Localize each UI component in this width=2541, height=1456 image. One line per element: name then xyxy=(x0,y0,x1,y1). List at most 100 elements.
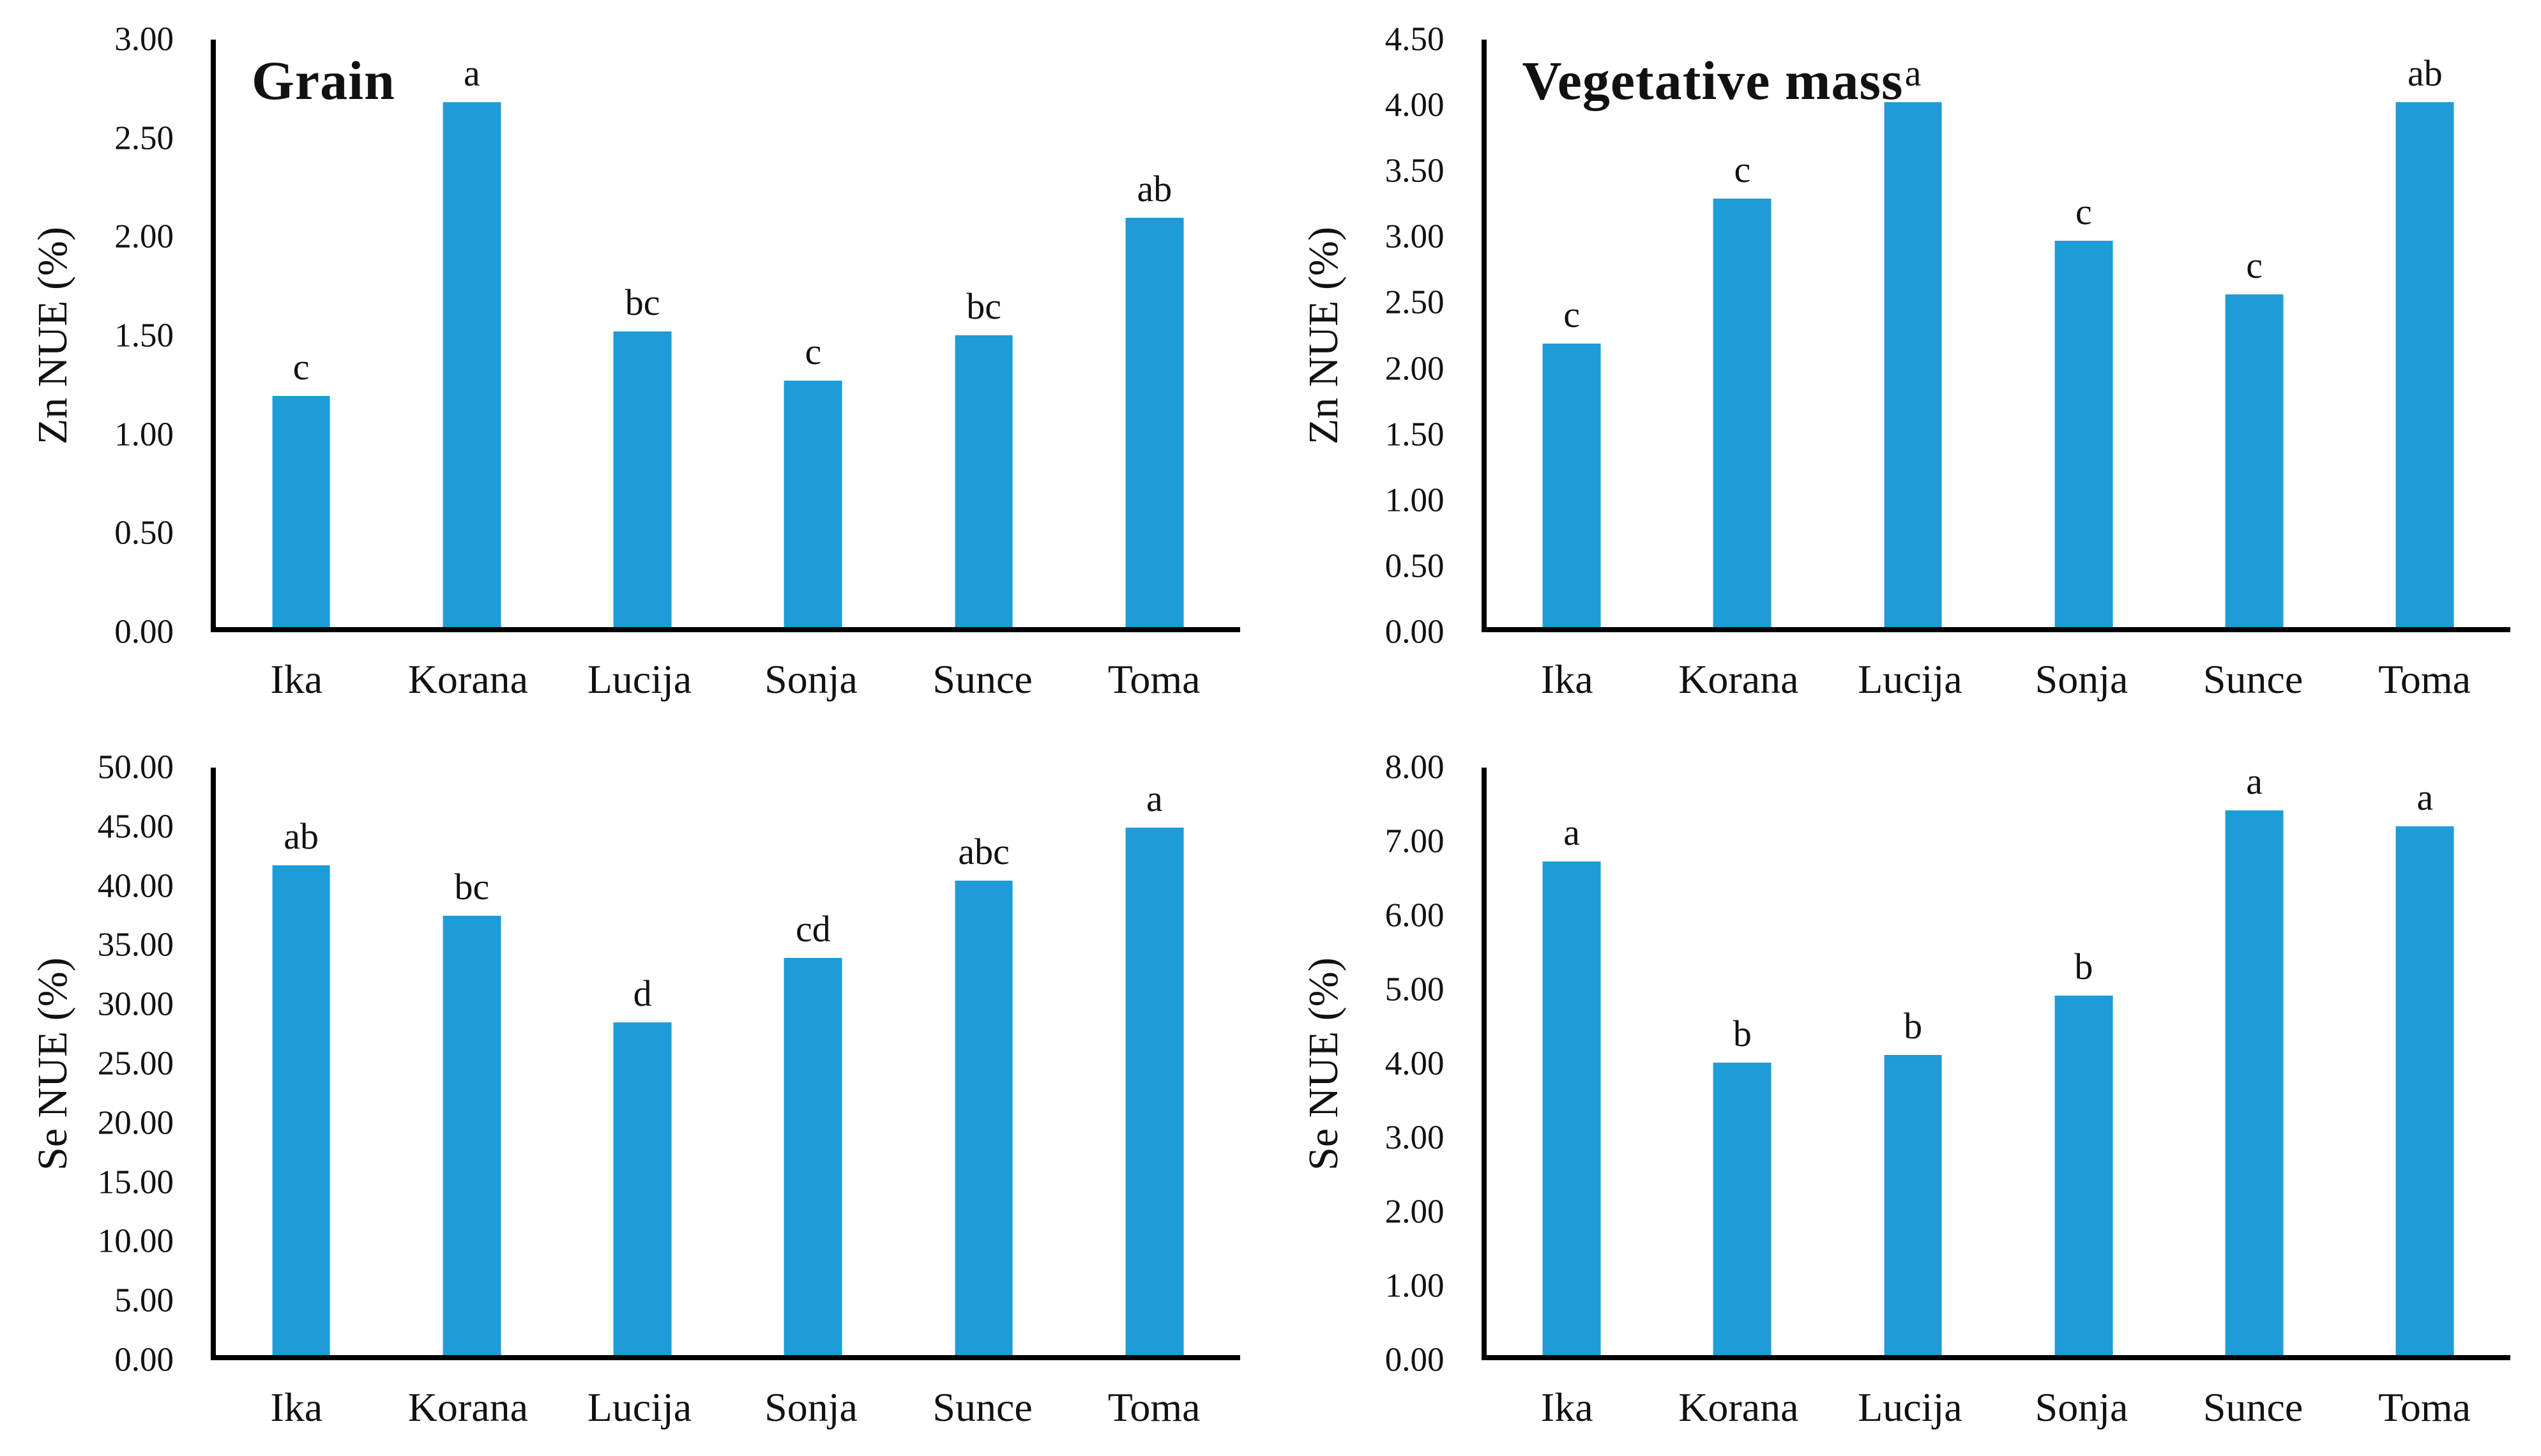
x-category-label: Sunce xyxy=(932,656,1033,702)
y-tick-label: 3.00 xyxy=(1384,218,1445,255)
x-category-label: Lucija xyxy=(1858,1384,1962,1430)
bar-slot: c xyxy=(1998,40,2169,627)
bar-slot: c xyxy=(216,40,386,627)
bar-slot: ab xyxy=(1069,40,1240,627)
y-tick-label: 2.00 xyxy=(114,218,174,255)
y-tick-label: 4.00 xyxy=(1384,86,1445,124)
sig-letter: c xyxy=(2246,244,2263,286)
sig-letter: a xyxy=(1146,777,1163,819)
x-category-label: Lucija xyxy=(587,1384,692,1430)
bar-sonja xyxy=(2054,995,2113,1355)
y-tick-label: 2.50 xyxy=(1384,284,1445,321)
y-tick-label: 0.00 xyxy=(1384,1341,1445,1379)
sig-letter: ab xyxy=(2408,52,2443,95)
bar-slot: c xyxy=(2169,40,2340,627)
x-category-label: Korana xyxy=(1678,1384,1799,1430)
sig-letter: c xyxy=(1563,294,1580,336)
x-category-label: Sonja xyxy=(764,1384,858,1430)
x-category-label: Toma xyxy=(2378,656,2471,702)
sig-letter: a xyxy=(464,52,480,95)
bar-slot: d xyxy=(558,768,728,1355)
bar-slot: a xyxy=(1487,768,1657,1355)
x-category-label: Ika xyxy=(270,1384,323,1430)
x-category-label: Sonja xyxy=(764,656,858,702)
chart-title: Vegetative mass xyxy=(1522,50,1904,111)
y-tick-label: 5.00 xyxy=(1384,971,1445,1008)
y-tick-label: 2.00 xyxy=(1384,350,1445,388)
bar-ika xyxy=(1542,861,1601,1355)
bar-toma xyxy=(2395,826,2454,1355)
y-tick-label: 4.00 xyxy=(1384,1045,1445,1082)
y-tick-label: 15.00 xyxy=(97,1164,174,1201)
sig-letter: b xyxy=(1904,1005,1923,1047)
y-tick-label: 8.00 xyxy=(1384,748,1445,786)
bar-toma xyxy=(1125,218,1184,627)
y-axis-ticks: 8.00 7.00 6.00 5.00 4.00 3.00 2.00 1.00 0.00 xyxy=(1271,750,1461,1377)
sig-letter: c xyxy=(292,346,310,388)
bar-sonja xyxy=(784,958,842,1355)
bar-slot: a xyxy=(2340,768,2510,1355)
bar-sunce xyxy=(955,880,1013,1355)
bar-lucija xyxy=(1884,102,1943,627)
y-tick-label: 0.50 xyxy=(1384,547,1445,585)
bar-slot: a xyxy=(2169,762,2340,1355)
bar-slot: c xyxy=(728,40,899,627)
x-category-label: Korana xyxy=(1678,656,1799,702)
bars: c c a c c ab xyxy=(1487,40,2511,627)
y-tick-label: 0.00 xyxy=(1384,613,1445,651)
x-category-label: Ika xyxy=(1540,1384,1593,1430)
sig-letter: b xyxy=(1733,1013,1752,1055)
y-axis-ticks: 4.50 4.00 3.50 3.00 2.50 2.00 1.50 1.00 0.50 0.00 xyxy=(1271,22,1461,649)
x-category-label: Sonja xyxy=(2035,656,2128,702)
bar-slot: c xyxy=(1487,40,1657,627)
chart-panel-top-left: Zn NUE (%) 3.00 2.50 2.00 1.50 1.00 0.50 0.00 … xyxy=(0,0,1271,728)
x-category-label: Sunce xyxy=(2203,656,2303,702)
x-category-label: Lucija xyxy=(587,656,692,702)
sig-letter: c xyxy=(805,330,822,372)
x-category-label: Korana xyxy=(407,656,529,702)
sig-letter: bc xyxy=(625,281,660,323)
sig-letter: a xyxy=(2246,760,2263,802)
plot-area: a b b b a a xyxy=(1481,762,2511,1360)
x-axis-labels: Ika Korana Lucija Sonja Sunce Toma xyxy=(1482,1378,2511,1437)
bars: ab bc d cd abc a xyxy=(216,768,1240,1355)
y-tick-label: 6.00 xyxy=(1384,897,1445,934)
bars: c a bc c bc ab xyxy=(216,40,1240,627)
sig-letter: ab xyxy=(1137,168,1172,210)
sig-letter: bc xyxy=(966,285,1001,328)
bar-korana xyxy=(1713,199,1771,627)
bars: a b b b a a xyxy=(1487,762,2511,1355)
y-tick-label: 1.00 xyxy=(114,416,174,453)
bar-slot: bc xyxy=(386,768,557,1355)
chart-panel-top-right: Zn NUE (%) 4.50 4.00 3.50 3.00 2.50 2.00 1.50 1… xyxy=(1271,0,2541,728)
bar-slot: abc xyxy=(899,768,1069,1355)
bar-slot: ab xyxy=(216,768,386,1355)
sig-letter: c xyxy=(1734,149,1751,191)
x-category-label: Ika xyxy=(1540,656,1593,702)
y-tick-label: 50.00 xyxy=(97,748,174,786)
x-category-label: Sonja xyxy=(2035,1384,2128,1430)
bar-toma xyxy=(2395,102,2454,627)
y-tick-label: 0.00 xyxy=(114,613,174,651)
bar-lucija xyxy=(613,331,672,627)
bar-slot: b xyxy=(1998,768,2169,1355)
y-axis-ticks: 3.00 2.50 2.00 1.50 1.00 0.50 0.00 xyxy=(0,22,190,649)
y-tick-label: 1.50 xyxy=(1384,416,1445,453)
x-category-label: Korana xyxy=(407,1384,529,1430)
x-category-label: Lucija xyxy=(1858,656,1962,702)
sig-letter: ab xyxy=(284,815,319,857)
sig-letter: abc xyxy=(958,830,1010,872)
bar-korana xyxy=(443,915,501,1355)
chart-panel-bottom-left: Se NUE (%) 50.00 45.00 40.00 35.00 30.00 25.0… xyxy=(0,728,1271,1456)
sig-letter: cd xyxy=(796,908,831,950)
bar-slot: a xyxy=(1828,40,1998,627)
x-category-label: Toma xyxy=(2378,1384,2471,1430)
x-axis-labels: Ika Korana Lucija Sonja Sunce Toma xyxy=(211,650,1240,709)
y-tick-label: 0.50 xyxy=(114,514,174,552)
y-tick-label: 30.00 xyxy=(97,985,174,1023)
y-tick-label: 3.00 xyxy=(114,20,174,58)
bar-sunce xyxy=(2225,810,2284,1355)
y-tick-label: 0.00 xyxy=(114,1341,174,1379)
sig-letter: a xyxy=(1904,52,1922,95)
